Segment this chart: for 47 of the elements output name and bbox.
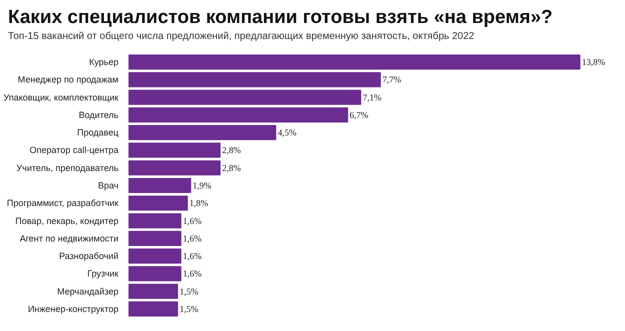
bar	[128, 196, 188, 211]
y-tick-label: Агент по недвижимости	[20, 233, 119, 244]
bar	[128, 107, 348, 123]
y-tick-label: Грузчик	[87, 268, 119, 279]
bar	[128, 178, 192, 194]
y-tick-label: Врач	[98, 180, 119, 190]
y-tick-label: Курьер	[89, 57, 119, 68]
y-tick-label: Учитель, преподаватель	[16, 162, 119, 173]
y-tick-label: Водитель	[78, 110, 119, 120]
bar	[128, 90, 362, 105]
bar	[128, 213, 182, 228]
data-label: 2,8%	[222, 145, 242, 156]
bar	[128, 248, 182, 264]
bar	[128, 230, 182, 246]
data-label: 1,8%	[189, 198, 209, 208]
bar	[128, 72, 381, 88]
data-label: 1,6%	[182, 233, 202, 244]
y-tick-label: Программист, разработчик	[6, 198, 119, 208]
bar	[128, 301, 178, 316]
data-label: 1,9%	[192, 180, 212, 190]
data-label: 1,5%	[180, 286, 199, 296]
y-tick-label: Менеджер по продажам	[18, 74, 118, 85]
data-label: 7,1%	[362, 92, 382, 102]
y-tick-label: Упаковщик, комплектовщик	[4, 92, 119, 102]
data-label: 1,5%	[180, 304, 199, 314]
data-label: 13,8%	[582, 57, 606, 68]
y-tick-label: Повар, пекарь, кондитер	[15, 216, 119, 226]
bar	[128, 125, 276, 140]
data-label: 1,6%	[182, 216, 202, 226]
bar	[128, 160, 221, 176]
data-label: 1,6%	[182, 251, 202, 262]
y-tick-label: Разнорабочий	[59, 251, 119, 262]
bar	[128, 142, 221, 158]
data-label: 2,8%	[222, 162, 242, 173]
chart-subtitle: Топ-15 вакансий от общего числа предложений, предлагающих временную занятость, октябрь 2022	[8, 30, 474, 44]
y-tick-label: Продавец	[77, 128, 119, 138]
data-label: 1,6%	[182, 268, 202, 279]
y-tick-label: Мерчандайзер	[57, 286, 119, 296]
bar	[128, 54, 580, 70]
bar	[128, 266, 182, 282]
data-label: 4,5%	[278, 128, 297, 138]
y-tick-label: Инженер-конструктор	[28, 304, 119, 314]
bar	[128, 284, 178, 299]
y-tick-label: Оператор call-центра	[30, 145, 118, 156]
data-label: 6,7%	[350, 110, 369, 120]
data-label: 7,7%	[382, 74, 402, 85]
chart-title: Каких специалистов компании готовы взять «на время»?	[8, 6, 553, 30]
